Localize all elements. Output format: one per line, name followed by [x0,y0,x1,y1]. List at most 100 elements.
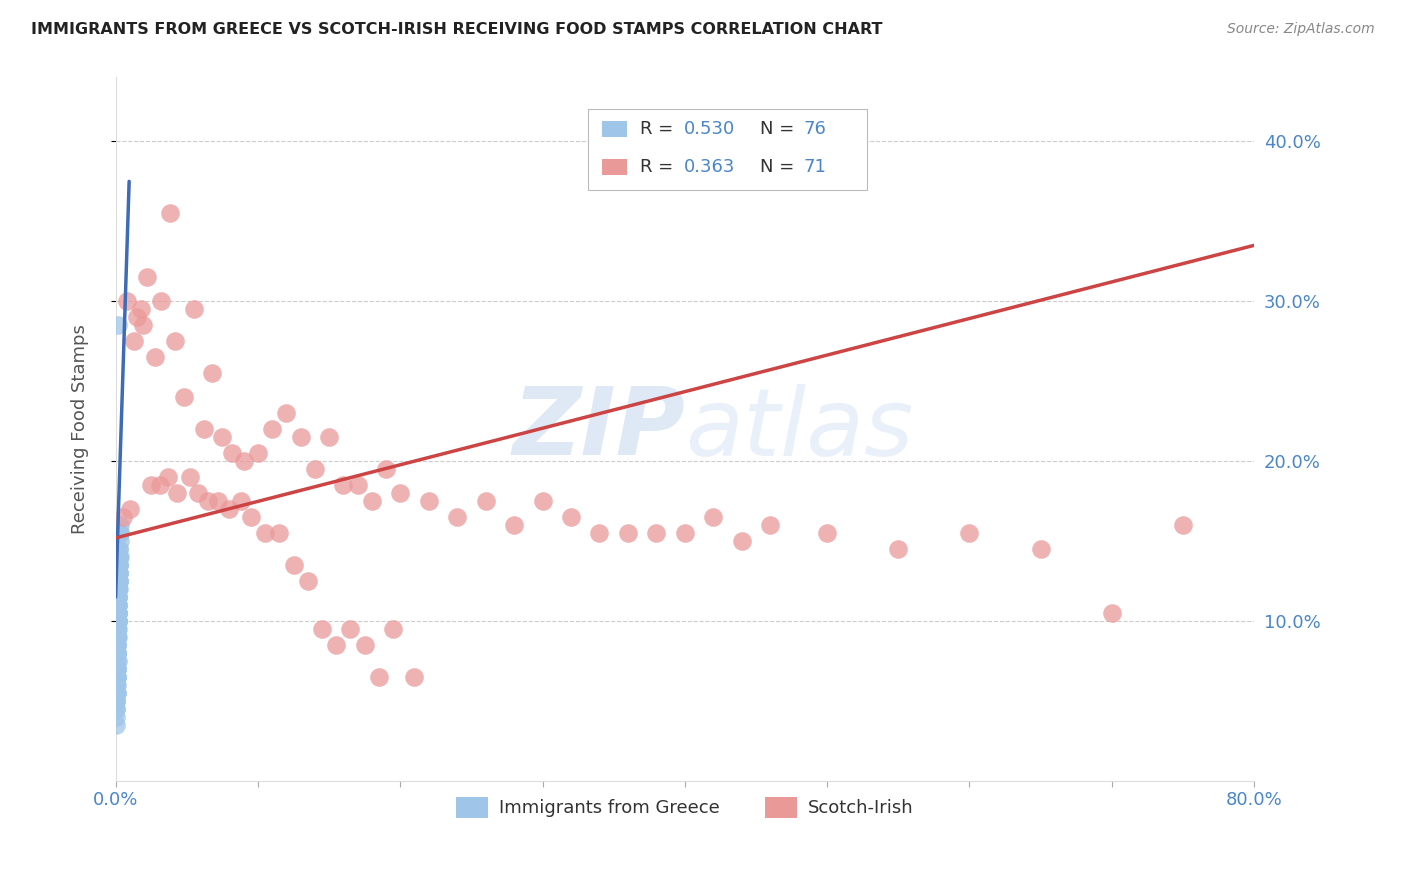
Point [218,502,240,516]
Point [1171,518,1194,533]
Point [107,590,129,604]
Point [108,534,131,549]
Point [166,486,188,500]
Point [262,422,284,436]
Point [108,526,131,541]
Point [179,470,201,484]
Point [105,678,128,692]
Point [105,670,128,684]
Point [125,310,148,325]
Point [325,638,347,652]
Point [1101,606,1123,620]
Point [105,646,128,660]
Point [339,622,361,636]
Text: atlas: atlas [685,384,912,475]
Point [108,558,131,573]
Point [108,526,131,541]
Point [105,686,128,700]
Point [105,694,128,708]
Point [107,582,129,596]
Point [107,614,129,628]
Point [197,494,219,508]
Point [107,598,129,612]
Point [887,542,910,557]
Point [105,694,128,708]
Point [108,550,131,565]
Point [157,470,180,484]
Point [105,662,128,676]
Point [617,526,640,541]
Point [560,510,582,524]
Point [136,270,159,285]
Point [503,518,526,533]
Point [107,622,129,636]
Point [474,494,496,508]
Point [246,446,269,460]
Point [107,590,129,604]
Point [318,430,340,444]
Point [131,318,153,333]
Point [105,662,128,676]
Text: R =: R = [641,158,679,176]
Point [404,670,426,684]
Point [1029,542,1052,557]
Text: IMMIGRANTS FROM GREECE VS SCOTCH-IRISH RECEIVING FOOD STAMPS CORRELATION CHART: IMMIGRANTS FROM GREECE VS SCOTCH-IRISH R… [31,22,883,37]
Point [108,550,131,565]
Text: 0.530: 0.530 [683,120,735,137]
Point [105,654,128,668]
Point [118,502,141,516]
Point [283,558,305,573]
Point [375,462,398,476]
Text: Source: ZipAtlas.com: Source: ZipAtlas.com [1227,22,1375,37]
Point [107,606,129,620]
Point [446,510,468,524]
Point [211,430,233,444]
Text: 0.363: 0.363 [683,158,735,176]
Point [311,622,333,636]
Point [221,446,243,460]
Point [105,630,128,644]
Point [269,526,291,541]
Point [105,646,128,660]
Point [105,694,128,708]
Point [959,526,981,541]
Point [201,366,224,380]
Point [105,646,128,660]
Point [304,462,326,476]
Point [108,542,131,557]
Text: 71: 71 [803,158,827,176]
FancyBboxPatch shape [588,109,868,190]
Point [276,406,298,420]
Point [105,686,128,700]
Point [129,302,152,317]
Point [107,574,129,588]
Point [105,638,128,652]
Point [702,510,724,524]
Point [107,582,129,596]
Point [141,478,163,492]
Point [149,478,172,492]
Point [360,494,382,508]
Point [759,518,782,533]
Point [108,566,131,581]
Point [346,478,368,492]
FancyBboxPatch shape [602,159,627,175]
Point [229,494,252,508]
Point [107,582,129,596]
Point [105,630,128,644]
Point [150,294,173,309]
Point [105,686,128,700]
Point [588,526,610,541]
Point [105,710,128,724]
Point [105,662,128,676]
Point [107,318,129,333]
Text: N =: N = [761,120,800,137]
Point [207,494,229,508]
Point [183,302,205,317]
Text: 76: 76 [803,120,827,137]
Point [108,566,131,581]
Point [107,654,129,668]
Point [332,478,354,492]
Point [107,614,129,628]
Point [105,670,128,684]
